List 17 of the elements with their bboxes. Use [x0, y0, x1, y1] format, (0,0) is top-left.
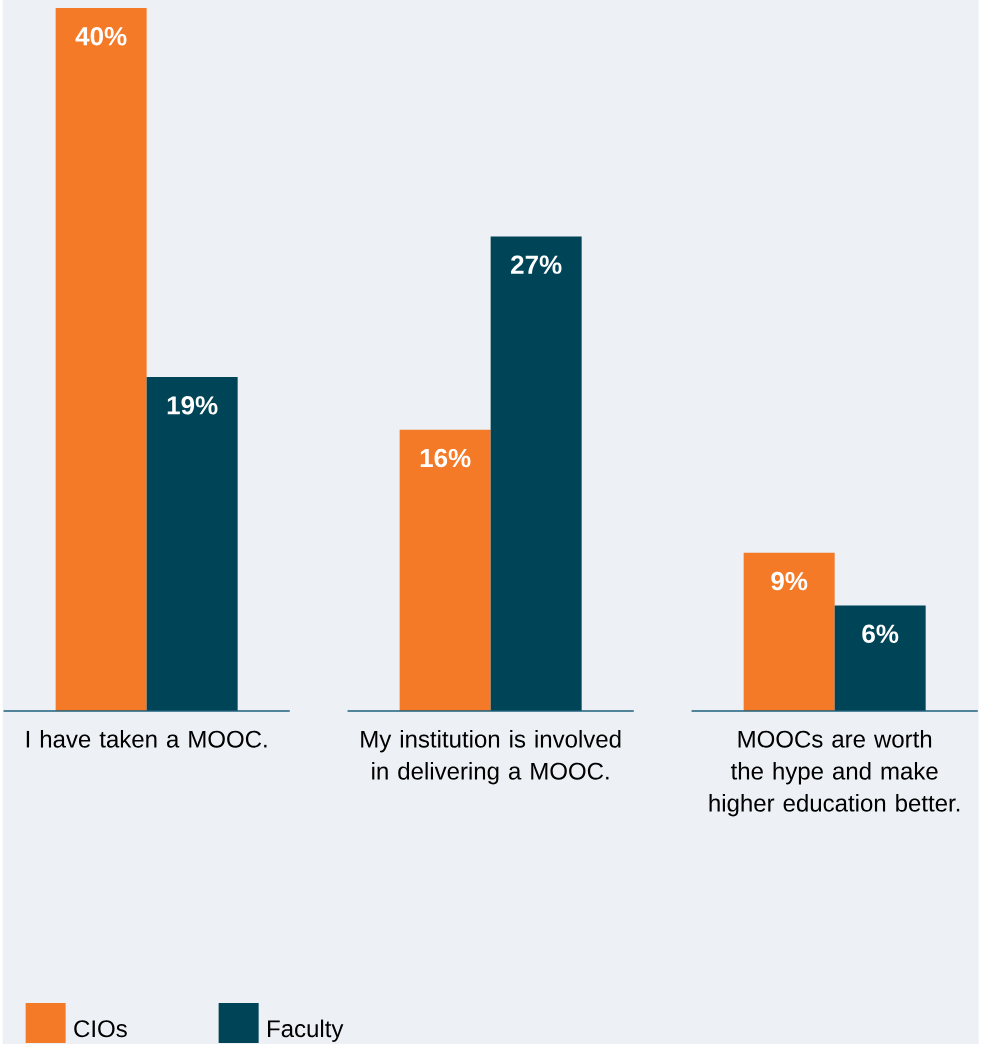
data-label: 40% — [75, 27, 127, 46]
x-tick-label: MOOCs are worth the hype and make higher education better. — [709, 730, 960, 817]
bar — [834, 605, 926, 711]
bar — [146, 377, 238, 711]
legend-label: Faculty — [267, 1019, 344, 1042]
x-tick-label: I have taken a MOOC. — [26, 730, 267, 748]
bar — [55, 7, 147, 711]
bar — [743, 552, 835, 711]
bar — [490, 236, 582, 711]
x-tick-label: My institution is involved in delivering a MOOC. — [361, 730, 621, 785]
data-label: 19% — [167, 396, 218, 415]
data-label: 6% — [862, 624, 899, 643]
legend-label: CIOs — [74, 1020, 127, 1038]
bar — [399, 429, 491, 711]
data-label: 16% — [420, 448, 471, 468]
data-label: 9% — [771, 571, 808, 591]
data-label: 27% — [510, 255, 562, 274]
